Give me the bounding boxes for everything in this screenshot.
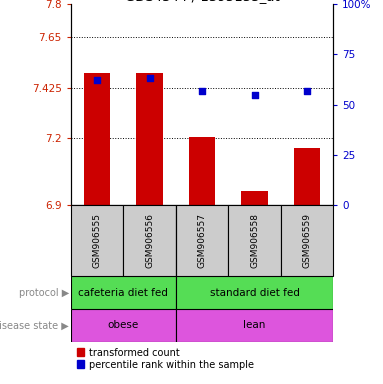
Text: GSM906557: GSM906557 [198,214,206,268]
Text: GSM906559: GSM906559 [303,214,311,268]
Point [199,88,205,94]
Bar [228,205,281,276]
Point [304,88,310,94]
Bar [176,276,333,309]
Bar [176,309,333,342]
Point [251,91,257,98]
Text: GSM906556: GSM906556 [145,214,154,268]
Bar [136,73,163,205]
Bar [176,205,228,276]
Bar [189,137,215,205]
Bar [71,205,123,276]
Bar [123,205,176,276]
Bar [241,191,268,205]
Bar [71,276,176,309]
Text: GSM906558: GSM906558 [250,214,259,268]
Text: standard diet fed: standard diet fed [210,288,300,298]
Point [94,78,100,84]
Title: GDS4344 / 1395155_at: GDS4344 / 1395155_at [124,0,280,3]
Text: GSM906555: GSM906555 [93,214,101,268]
Text: cafeteria diet fed: cafeteria diet fed [79,288,168,298]
Text: obese: obese [108,320,139,331]
Point [146,75,152,81]
Text: disease state ▶: disease state ▶ [0,320,69,331]
Legend: transformed count, percentile rank within the sample: transformed count, percentile rank withi… [76,347,255,371]
Text: lean: lean [243,320,266,331]
Bar [84,73,110,205]
Bar [281,205,333,276]
Bar [294,148,320,205]
Text: protocol ▶: protocol ▶ [19,288,69,298]
Bar [71,309,176,342]
